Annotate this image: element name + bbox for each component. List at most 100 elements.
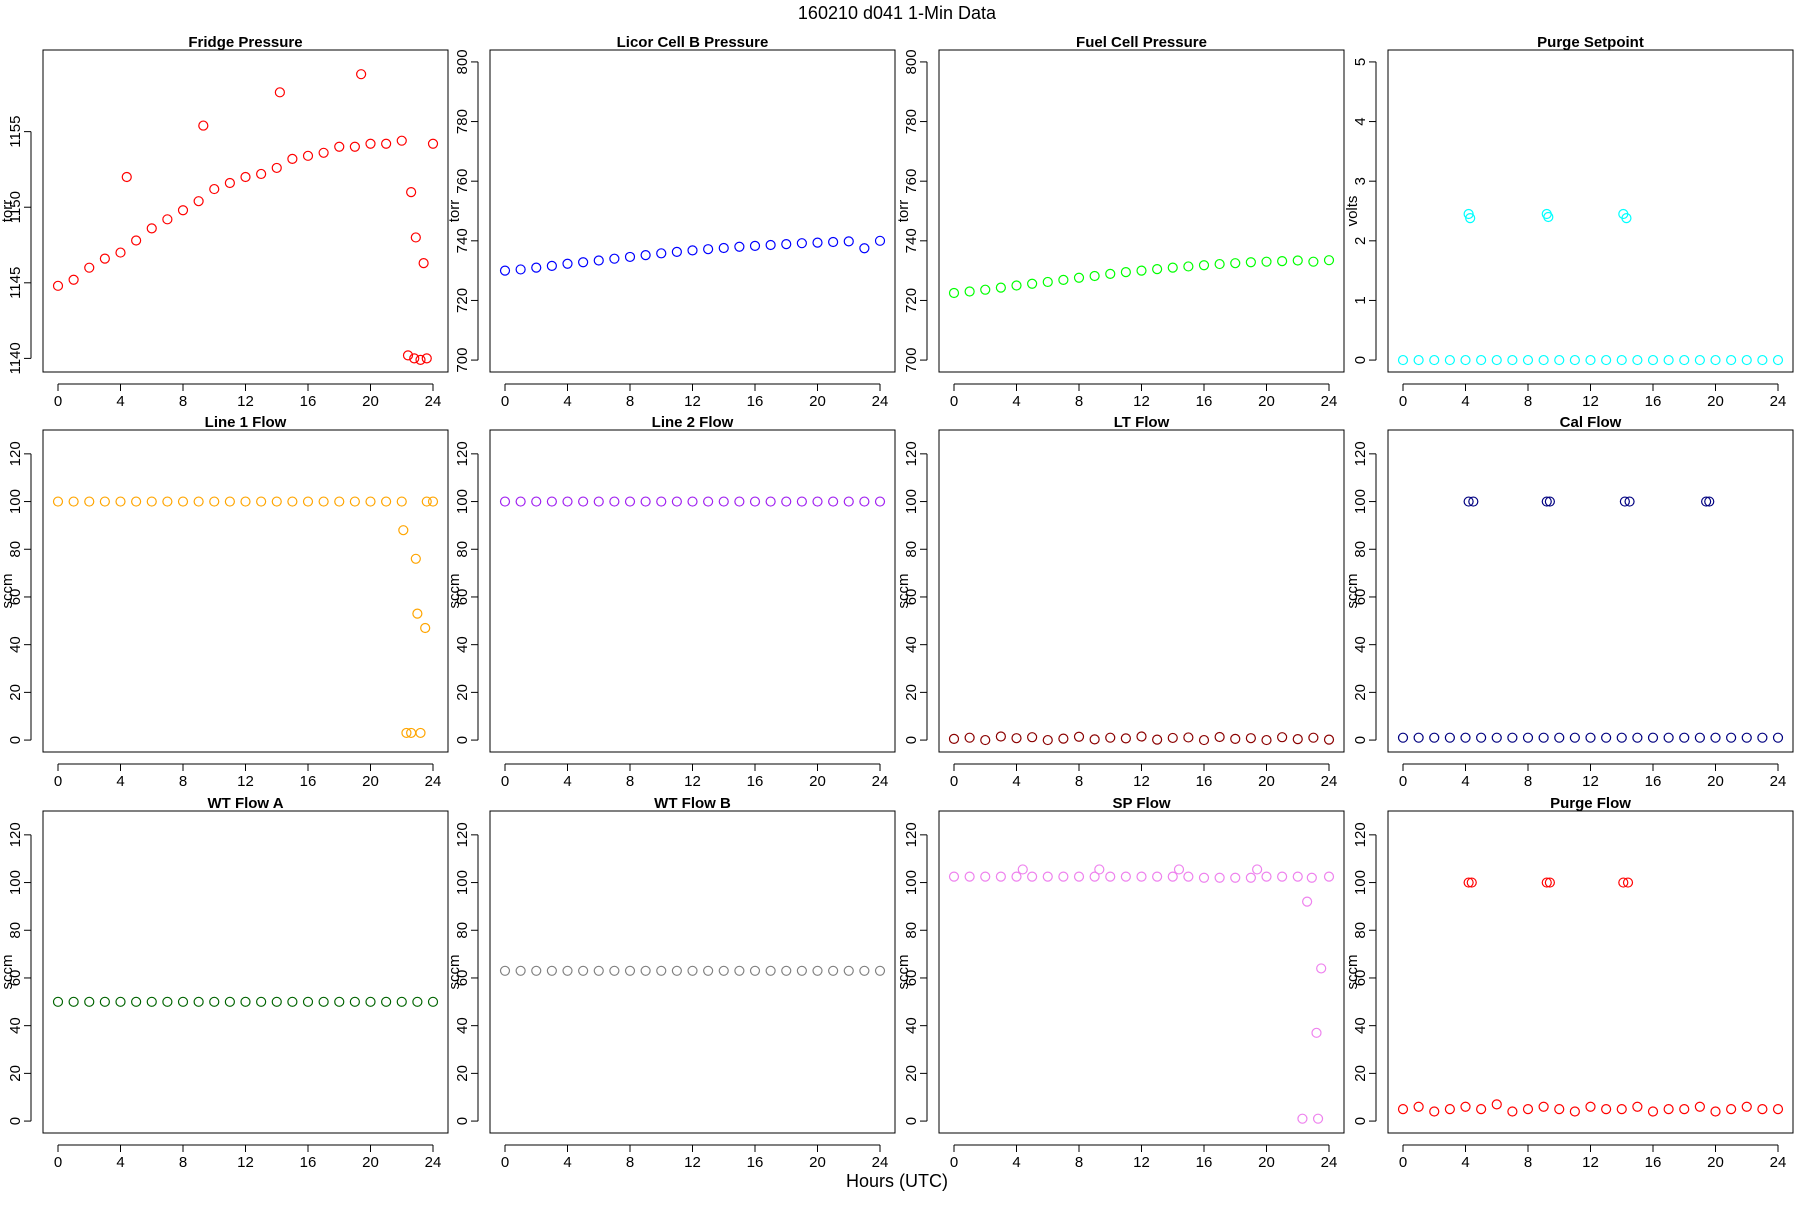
y-tick-label: 100 bbox=[454, 489, 471, 514]
data-point bbox=[1544, 496, 1555, 507]
data-point bbox=[1027, 278, 1038, 289]
panel-title: Purge Setpoint bbox=[1537, 34, 1644, 51]
panel-title: LT Flow bbox=[1114, 414, 1170, 431]
y-tick-label: 0 bbox=[7, 736, 24, 744]
data-point bbox=[1491, 732, 1502, 743]
data-point bbox=[68, 274, 79, 285]
data-point bbox=[365, 138, 376, 149]
data-point bbox=[609, 253, 620, 264]
data-point bbox=[656, 248, 667, 259]
data-point bbox=[781, 496, 792, 507]
data-point bbox=[1306, 872, 1317, 883]
data-point bbox=[240, 171, 251, 183]
y-tick-label: 700 bbox=[454, 348, 471, 373]
data-point bbox=[1323, 734, 1335, 745]
y-tick-label: 0 bbox=[454, 736, 471, 744]
data-point bbox=[318, 996, 329, 1007]
y-tick-label: 100 bbox=[903, 489, 920, 514]
data-point bbox=[546, 965, 557, 976]
x-tick-label: 0 bbox=[54, 773, 62, 790]
data-point bbox=[1198, 872, 1210, 883]
data-point bbox=[1522, 732, 1534, 743]
y-tick-label: 80 bbox=[903, 922, 920, 939]
data-point bbox=[1058, 274, 1069, 285]
plot-frame bbox=[489, 429, 896, 753]
data-point bbox=[1058, 871, 1069, 882]
y-tick-label: 120 bbox=[903, 822, 920, 847]
panel-title: Fuel Cell Pressure bbox=[1076, 34, 1207, 51]
y-tick-label: 60 bbox=[454, 970, 471, 987]
panel-title: Purge Flow bbox=[1550, 795, 1631, 812]
data-point bbox=[980, 871, 991, 882]
data-point bbox=[68, 496, 79, 507]
y-tick-label: 100 bbox=[1352, 489, 1369, 514]
data-point bbox=[271, 162, 282, 174]
x-tick-label: 20 bbox=[809, 393, 826, 410]
y-tick-label: 0 bbox=[903, 736, 920, 744]
data-point bbox=[980, 734, 991, 746]
data-point bbox=[828, 236, 839, 248]
data-point bbox=[318, 147, 329, 158]
data-point bbox=[1444, 1104, 1455, 1115]
y-axis-label: sccm bbox=[1344, 955, 1361, 990]
data-point bbox=[1292, 255, 1303, 266]
x-tick-label: 24 bbox=[872, 393, 889, 410]
data-point bbox=[765, 965, 776, 976]
data-point bbox=[177, 996, 189, 1007]
data-point bbox=[146, 223, 157, 234]
y-tick-label: 740 bbox=[454, 228, 471, 253]
panel-title: Fridge Pressure bbox=[188, 34, 302, 51]
data-point bbox=[1554, 354, 1565, 366]
data-point bbox=[796, 238, 807, 249]
data-point bbox=[1544, 877, 1555, 888]
x-tick-label: 16 bbox=[747, 773, 764, 790]
y-tick-label: 40 bbox=[1352, 1017, 1369, 1034]
data-point bbox=[964, 286, 975, 297]
data-point bbox=[1772, 1104, 1784, 1115]
x-tick-label: 24 bbox=[872, 773, 889, 790]
x-tick-label: 8 bbox=[179, 773, 187, 790]
data-point bbox=[99, 496, 110, 507]
x-tick-label: 8 bbox=[1524, 773, 1532, 790]
y-tick-label: 0 bbox=[1352, 736, 1369, 744]
data-point bbox=[224, 996, 235, 1007]
data-point bbox=[1726, 354, 1737, 366]
y-axis-label: volts bbox=[1344, 196, 1361, 227]
x-tick-label: 24 bbox=[872, 1154, 889, 1171]
x-tick-label: 0 bbox=[54, 1154, 62, 1171]
y-tick-label: 100 bbox=[903, 870, 920, 895]
data-point bbox=[1772, 354, 1784, 366]
y-tick-label: 120 bbox=[903, 441, 920, 466]
data-point bbox=[640, 250, 651, 261]
data-point bbox=[1214, 731, 1225, 743]
y-tick-label: 20 bbox=[1352, 684, 1369, 701]
x-tick-label: 12 bbox=[1582, 773, 1599, 790]
x-tick-label: 4 bbox=[563, 1154, 571, 1171]
y-tick-label: 120 bbox=[1352, 822, 1369, 847]
y-tick-label: 40 bbox=[7, 1017, 24, 1034]
data-point bbox=[1011, 871, 1022, 882]
x-tick-label: 16 bbox=[1196, 1154, 1213, 1171]
panel: WT Flow B sccm 0 20 40 60 80 100 120 0 4 8 12 16 20 24 bbox=[446, 795, 896, 1171]
data-point bbox=[1663, 732, 1674, 743]
data-point bbox=[1757, 732, 1768, 743]
x-tick-label: 20 bbox=[1707, 773, 1724, 790]
panel: Fridge Pressure torr 1140 1145 1150 1155 0 4 8 12… bbox=[0, 34, 449, 410]
x-tick-label: 4 bbox=[1012, 393, 1020, 410]
data-point bbox=[1277, 255, 1288, 267]
y-tick-label: 720 bbox=[903, 288, 920, 313]
data-point bbox=[1316, 963, 1327, 974]
data-point bbox=[224, 177, 235, 189]
data-point bbox=[193, 496, 204, 507]
x-tick-label: 0 bbox=[950, 393, 958, 410]
data-point bbox=[1089, 734, 1100, 745]
data-point bbox=[703, 496, 714, 507]
x-tick-label: 20 bbox=[1258, 773, 1275, 790]
y-tick-label: 60 bbox=[7, 970, 24, 987]
data-point bbox=[356, 69, 367, 80]
data-point bbox=[687, 245, 698, 256]
data-point bbox=[531, 965, 542, 976]
data-point bbox=[1463, 877, 1474, 888]
data-point bbox=[843, 236, 854, 247]
data-point bbox=[1413, 1101, 1424, 1112]
